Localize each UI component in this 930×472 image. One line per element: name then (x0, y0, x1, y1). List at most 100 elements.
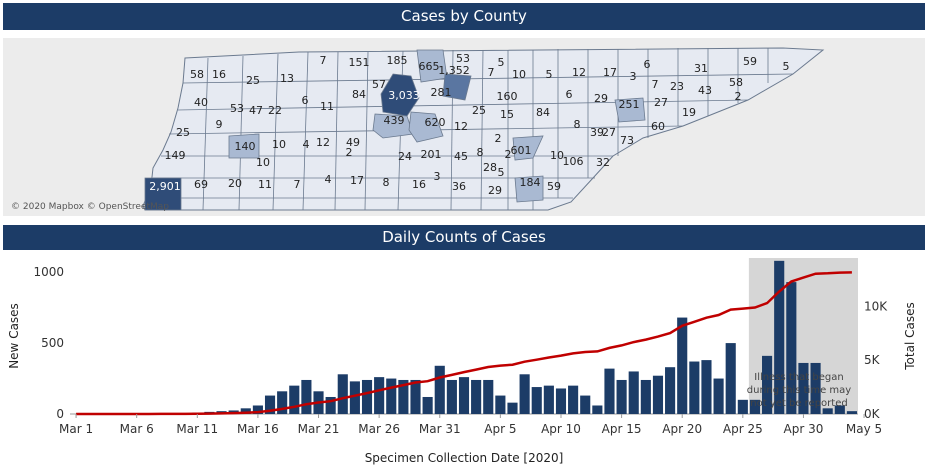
new-cases-bar[interactable] (386, 378, 397, 414)
county-label[interactable]: 22 (268, 104, 282, 117)
new-cases-bar[interactable] (555, 388, 567, 414)
county-label[interactable]: 10 (512, 68, 526, 81)
county-label[interactable]: 84 (352, 88, 366, 101)
county-label[interactable]: 8 (574, 118, 581, 131)
county-map[interactable]: 58 16 25 13 7 151 185 665 53 5 40 53 22 6 11 84 57 3,033 1… (3, 38, 925, 216)
county-label[interactable]: 3 (630, 70, 637, 83)
county-label[interactable]: 4 (303, 138, 310, 151)
county-label[interactable]: 8 (383, 176, 390, 189)
county-label[interactable]: 665 (419, 60, 440, 73)
county-label[interactable]: 25 (246, 74, 260, 87)
county-knox[interactable] (614, 97, 646, 123)
county-label[interactable]: 106 (563, 155, 584, 168)
county-label[interactable]: 59 (547, 180, 561, 193)
new-cases-bar[interactable] (289, 385, 300, 414)
county-label[interactable]: 29 (488, 184, 502, 197)
county-label[interactable]: 2 (735, 90, 742, 103)
county-label[interactable]: 73 (620, 134, 634, 147)
county-label[interactable]: 5 (546, 68, 553, 81)
new-cases-bar[interactable] (616, 379, 627, 414)
new-cases-bar[interactable] (434, 365, 445, 414)
county-label[interactable]: 60 (651, 120, 665, 133)
county-label[interactable]: 601 (511, 144, 532, 157)
new-cases-bar[interactable] (677, 317, 688, 414)
county-label[interactable]: 185 (387, 54, 408, 67)
county-label[interactable]: 27 (602, 126, 616, 139)
county-williamson[interactable] (372, 113, 414, 139)
county-label[interactable]: 6 (302, 94, 309, 107)
county-label[interactable]: 10 (550, 149, 564, 162)
county-label[interactable]: 16 (212, 68, 226, 81)
new-cases-bar[interactable] (798, 362, 809, 414)
county-label[interactable]: 4 (325, 173, 332, 186)
county-label[interactable]: 3,033 (388, 89, 420, 102)
county-label[interactable]: 8 (477, 146, 484, 159)
new-cases-bar[interactable] (277, 391, 288, 414)
county-label[interactable]: 149 (165, 149, 186, 162)
new-cases-bar[interactable] (604, 368, 615, 414)
new-cases-bar[interactable] (628, 371, 639, 414)
county-label[interactable]: 1,352 (438, 64, 470, 77)
county-label[interactable]: 59 (743, 55, 757, 68)
county-label[interactable]: 17 (603, 66, 617, 79)
county-label[interactable]: 24 (398, 150, 412, 163)
county-label[interactable]: 49 (346, 136, 360, 149)
new-cases-bar[interactable] (337, 374, 348, 414)
county-label[interactable]: 13 (280, 72, 294, 85)
county-label[interactable]: 2 (505, 148, 512, 161)
county-label[interactable]: 28 (483, 161, 497, 174)
new-cases-bar[interactable] (774, 260, 785, 414)
county-label[interactable]: 7 (652, 78, 659, 91)
new-cases-bar[interactable] (507, 402, 518, 414)
new-cases-bar[interactable] (531, 387, 542, 414)
new-cases-bar[interactable] (240, 408, 251, 414)
county-label[interactable]: 9 (216, 118, 223, 131)
county-label[interactable]: 47 (249, 104, 263, 117)
county-label[interactable]: 3 (434, 170, 441, 183)
county-label[interactable]: 23 (670, 80, 684, 93)
county-shelby[interactable] (144, 177, 182, 211)
new-cases-bar[interactable] (398, 379, 409, 414)
county-label[interactable]: 27 (654, 96, 668, 109)
county-label[interactable]: 10 (256, 156, 270, 169)
new-cases-bar[interactable] (458, 377, 470, 414)
county-wilson[interactable] (442, 73, 472, 101)
new-cases-bar[interactable] (786, 282, 797, 414)
new-cases-bar[interactable] (652, 375, 664, 414)
new-cases-bar[interactable] (822, 408, 833, 414)
county-label[interactable]: 69 (194, 178, 208, 191)
new-cases-bar[interactable] (834, 405, 845, 414)
county-madison[interactable] (228, 133, 260, 159)
county-label[interactable]: 53 (230, 102, 244, 115)
new-cases-bar[interactable] (592, 405, 603, 414)
county-label[interactable]: 5 (498, 166, 505, 179)
new-cases-bar[interactable] (410, 379, 421, 414)
new-cases-bar[interactable] (580, 395, 591, 414)
new-cases-bar[interactable] (349, 381, 360, 414)
county-label[interactable]: 31 (694, 62, 708, 75)
county-label[interactable]: 84 (536, 106, 550, 119)
county-label[interactable]: 10 (272, 138, 286, 151)
county-label[interactable]: 12 (454, 120, 468, 133)
county-label[interactable]: 53 (456, 52, 470, 65)
county-label[interactable]: 251 (619, 98, 640, 111)
county-label[interactable]: 45 (454, 150, 468, 163)
county-label[interactable]: 36 (452, 180, 466, 193)
county-label[interactable]: 5 (783, 60, 790, 73)
county-label[interactable]: 140 (235, 140, 256, 153)
county-label[interactable]: 6 (644, 58, 651, 71)
county-label[interactable]: 17 (350, 174, 364, 187)
new-cases-bar[interactable] (543, 385, 554, 414)
county-label[interactable]: 16 (412, 178, 426, 191)
county-bradley[interactable] (514, 175, 544, 203)
county-label[interactable]: 57 (372, 78, 386, 91)
county-label[interactable]: 151 (349, 56, 370, 69)
new-cases-bar[interactable] (640, 379, 651, 414)
new-cases-bar[interactable] (252, 405, 263, 414)
county-label[interactable]: 439 (384, 114, 405, 127)
county-label[interactable]: 58 (190, 68, 204, 81)
county-label[interactable]: 32 (596, 156, 610, 169)
county-label[interactable]: 25 (472, 104, 486, 117)
county-hamilton[interactable] (512, 135, 544, 161)
new-cases-bar[interactable] (471, 379, 482, 414)
